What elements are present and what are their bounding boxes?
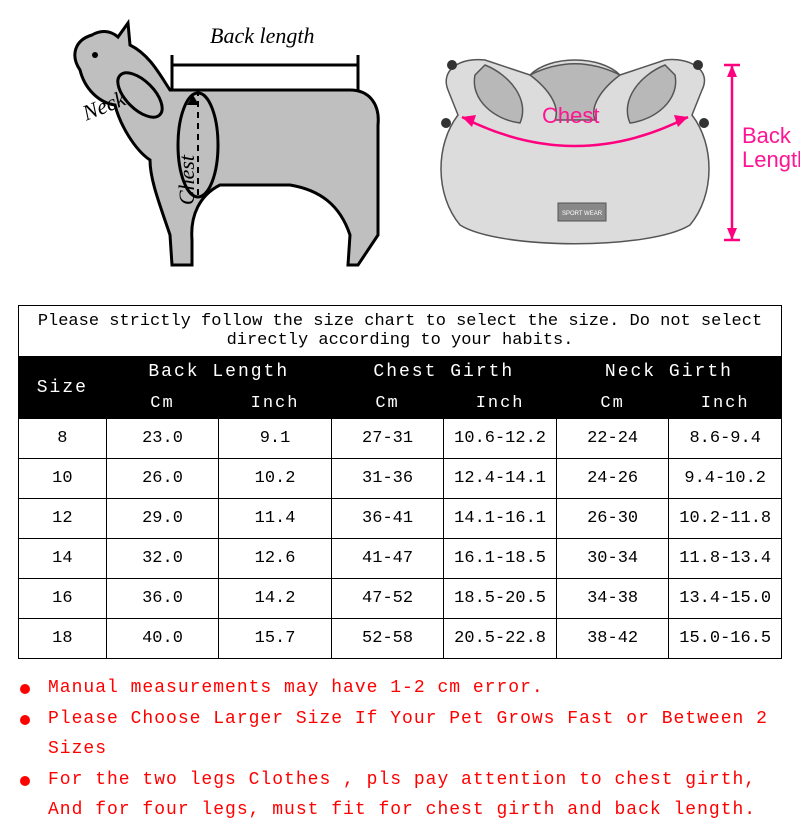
- chest-label: Chest: [174, 155, 200, 205]
- dog-measurement-diagram: Back length Neck Chest: [20, 5, 410, 285]
- cell-value: 20.5-22.8: [444, 619, 557, 659]
- cell-size: 12: [19, 499, 107, 539]
- unit-5: Inch: [669, 388, 782, 419]
- size-chart-body: 823.09.127-3110.6-12.222-248.6-9.41026.0…: [19, 419, 782, 659]
- cell-value: 10.2-11.8: [669, 499, 782, 539]
- header-row-units: Cm Inch Cm Inch Cm Inch: [19, 388, 782, 419]
- warning-text: Please strictly follow the size chart to…: [19, 306, 782, 357]
- col-size: Size: [19, 357, 107, 419]
- back-length-label: Back length: [210, 23, 314, 49]
- size-chart-table: Please strictly follow the size chart to…: [18, 305, 782, 659]
- cell-value: 38-42: [556, 619, 669, 659]
- cell-value: 52-58: [331, 619, 444, 659]
- cell-value: 9.4-10.2: [669, 459, 782, 499]
- jacket-back-label-2: Length: [742, 147, 800, 173]
- unit-0: Cm: [106, 388, 219, 419]
- cell-value: 10.6-12.2: [444, 419, 557, 459]
- unit-3: Inch: [444, 388, 557, 419]
- cell-value: 34-38: [556, 579, 669, 619]
- table-row: 1026.010.231-3612.4-14.124-269.4-10.2: [19, 459, 782, 499]
- cell-value: 8.6-9.4: [669, 419, 782, 459]
- cell-value: 13.4-15.0: [669, 579, 782, 619]
- cell-value: 12.6: [219, 539, 332, 579]
- cell-size: 10: [19, 459, 107, 499]
- cell-value: 9.1: [219, 419, 332, 459]
- table-row: 1636.014.247-5218.5-20.534-3813.4-15.0: [19, 579, 782, 619]
- unit-4: Cm: [556, 388, 669, 419]
- cell-value: 29.0: [106, 499, 219, 539]
- cell-value: 26-30: [556, 499, 669, 539]
- cell-value: 11.8-13.4: [669, 539, 782, 579]
- cell-value: 15.7: [219, 619, 332, 659]
- cell-value: 12.4-14.1: [444, 459, 557, 499]
- cell-value: 30-34: [556, 539, 669, 579]
- cell-size: 14: [19, 539, 107, 579]
- cell-value: 14.2: [219, 579, 332, 619]
- diagram-area: Back length Neck Chest SPORT WEAR: [0, 0, 800, 305]
- table-row: 1432.012.641-4716.1-18.530-3411.8-13.4: [19, 539, 782, 579]
- cell-value: 22-24: [556, 419, 669, 459]
- note-item: For the two legs Clothes , pls pay atten…: [42, 765, 770, 796]
- cell-value: 32.0: [106, 539, 219, 579]
- cell-value: 14.1-16.1: [444, 499, 557, 539]
- size-chart-header: Please strictly follow the size chart to…: [19, 306, 782, 419]
- cell-value: 16.1-18.5: [444, 539, 557, 579]
- note-item: Manual measurements may have 1-2 cm erro…: [42, 673, 770, 704]
- cell-value: 23.0: [106, 419, 219, 459]
- cell-value: 11.4: [219, 499, 332, 539]
- notes-list: Manual measurements may have 1-2 cm erro…: [42, 673, 770, 826]
- cell-value: 36.0: [106, 579, 219, 619]
- table-row: 1229.011.436-4114.1-16.126-3010.2-11.8: [19, 499, 782, 539]
- cell-value: 24-26: [556, 459, 669, 499]
- unit-1: Inch: [219, 388, 332, 419]
- col-group-back: Back Length: [106, 357, 331, 388]
- jacket-chest-label: Chest: [542, 103, 599, 129]
- cell-value: 15.0-16.5: [669, 619, 782, 659]
- cell-value: 41-47: [331, 539, 444, 579]
- cell-value: 10.2: [219, 459, 332, 499]
- note-item: Please Choose Larger Size If Your Pet Gr…: [42, 704, 770, 765]
- table-row: 1840.015.752-5820.5-22.838-4215.0-16.5: [19, 619, 782, 659]
- cell-value: 47-52: [331, 579, 444, 619]
- svg-text:SPORT WEAR: SPORT WEAR: [562, 211, 603, 217]
- cell-value: 18.5-20.5: [444, 579, 557, 619]
- jacket-back-label-1: Back: [742, 123, 791, 149]
- col-group-neck: Neck Girth: [556, 357, 781, 388]
- cell-size: 8: [19, 419, 107, 459]
- cell-value: 36-41: [331, 499, 444, 539]
- unit-2: Cm: [331, 388, 444, 419]
- cell-value: 31-36: [331, 459, 444, 499]
- col-group-chest: Chest Girth: [331, 357, 556, 388]
- jacket-measurement-diagram: SPORT WEAR Chest Back Length: [430, 45, 770, 265]
- jacket-icon: SPORT WEAR: [430, 45, 770, 265]
- cell-size: 18: [19, 619, 107, 659]
- header-row-groups: Size Back Length Chest Girth Neck Girth: [19, 357, 782, 388]
- cell-value: 27-31: [331, 419, 444, 459]
- cell-size: 16: [19, 579, 107, 619]
- cell-value: 40.0: [106, 619, 219, 659]
- table-row: 823.09.127-3110.6-12.222-248.6-9.4: [19, 419, 782, 459]
- cell-value: 26.0: [106, 459, 219, 499]
